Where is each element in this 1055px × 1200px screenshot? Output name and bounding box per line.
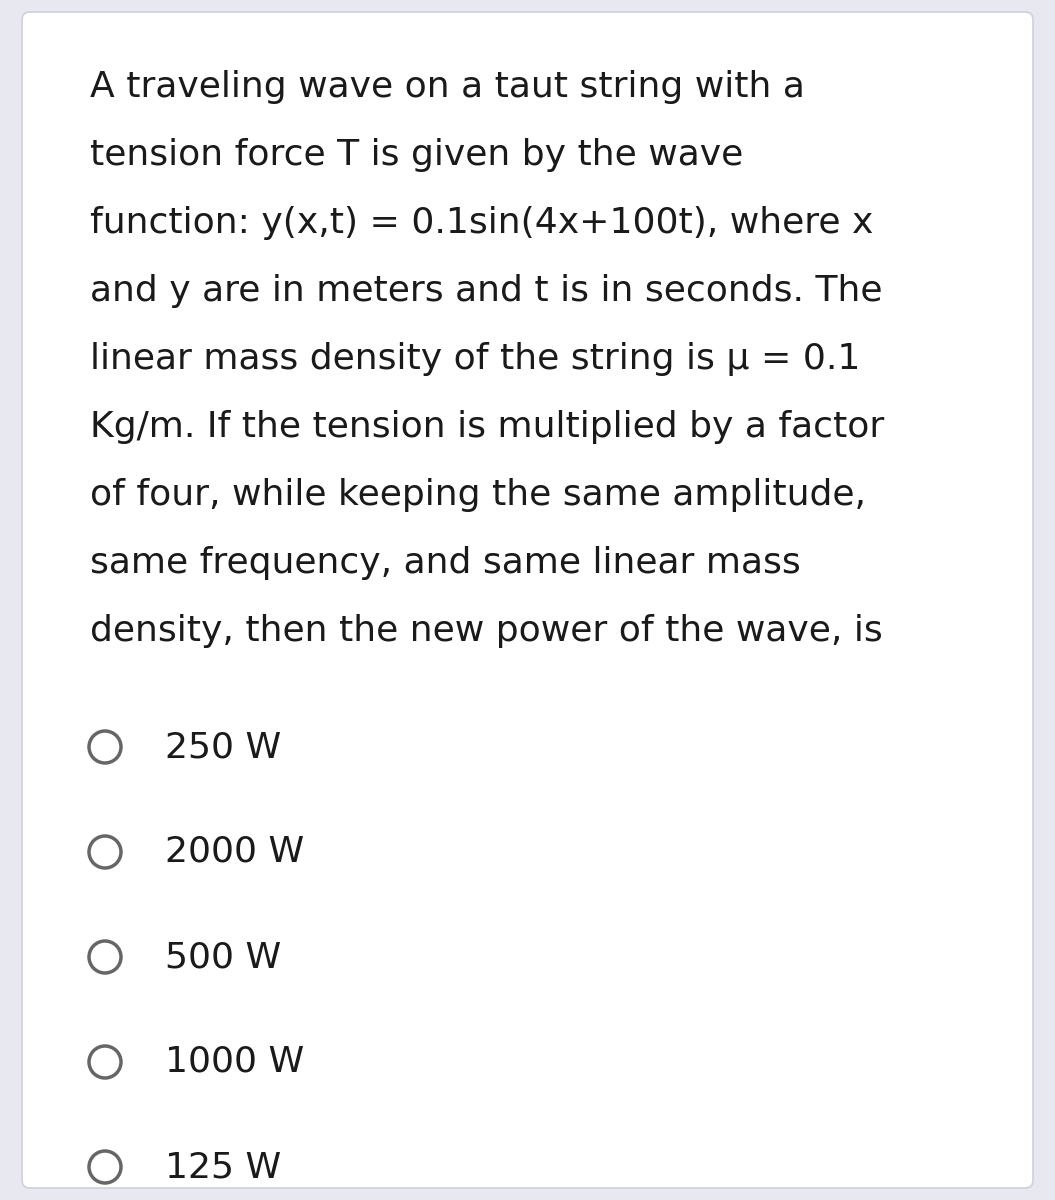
Text: A traveling wave on a taut string with a: A traveling wave on a taut string with a <box>90 70 805 104</box>
Text: tension force T is given by the wave: tension force T is given by the wave <box>90 138 744 172</box>
Text: 2000 W: 2000 W <box>165 835 304 869</box>
Text: density, then the new power of the wave, is: density, then the new power of the wave,… <box>90 614 883 648</box>
Text: 500 W: 500 W <box>165 940 282 974</box>
Text: function: y(x,t) = 0.1sin(4x+100t), where x: function: y(x,t) = 0.1sin(4x+100t), wher… <box>90 206 874 240</box>
FancyBboxPatch shape <box>22 12 1033 1188</box>
Text: 250 W: 250 W <box>165 730 282 764</box>
Text: 1000 W: 1000 W <box>165 1045 304 1079</box>
Text: and y are in meters and t is in seconds. The: and y are in meters and t is in seconds.… <box>90 274 882 308</box>
Text: linear mass density of the string is μ = 0.1: linear mass density of the string is μ =… <box>90 342 861 376</box>
Text: 125 W: 125 W <box>165 1150 282 1184</box>
Text: same frequency, and same linear mass: same frequency, and same linear mass <box>90 546 801 580</box>
Text: of four, while keeping the same amplitude,: of four, while keeping the same amplitud… <box>90 478 866 512</box>
Text: Kg/m. If the tension is multiplied by a factor: Kg/m. If the tension is multiplied by a … <box>90 410 884 444</box>
